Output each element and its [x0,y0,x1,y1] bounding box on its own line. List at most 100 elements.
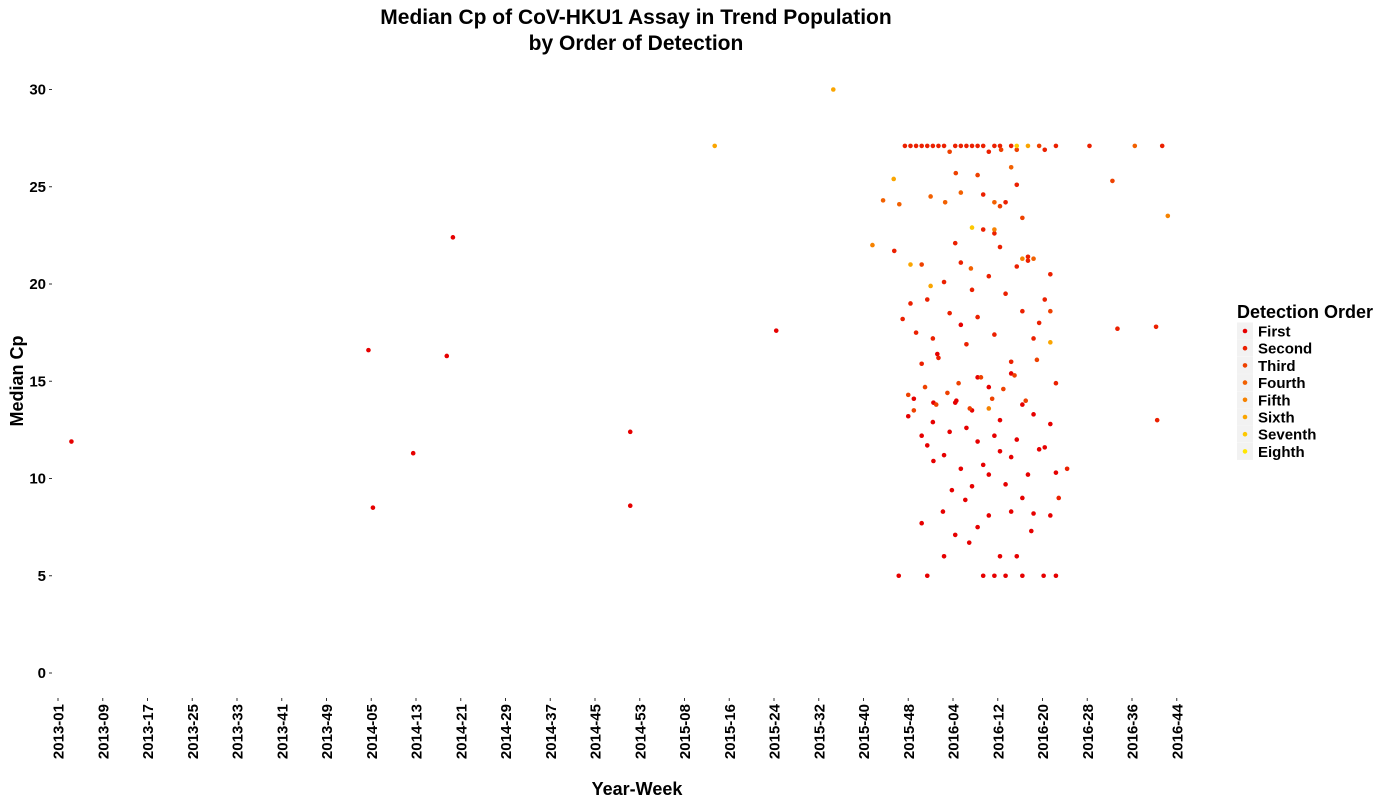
data-point [1042,147,1048,153]
x-tick-label: 2016-36 [1125,704,1142,759]
data-point [1014,143,1020,149]
data-point [1048,271,1053,277]
x-tick-label: 2013-09 [95,704,112,759]
data-point [1036,143,1042,149]
data-point [1014,182,1020,188]
data-point [986,273,992,279]
data-point [958,260,964,265]
data-point [958,143,964,149]
data-point [1003,291,1008,297]
legend-symbol [1242,431,1248,437]
x-tick-label: 2014-13 [409,704,426,759]
legend-symbol [1242,414,1248,420]
data-point [1025,143,1031,149]
legend-label: Second [1258,341,1312,358]
data-point [1053,143,1059,149]
data-point [992,433,997,439]
x-tick-label: 2016-20 [1035,704,1052,759]
y-tick-label: 5 [38,568,46,585]
data-point [1020,402,1025,407]
data-point [952,143,958,149]
legend-label: Fifth [1258,392,1290,409]
data-point [1020,573,1025,579]
data-point [930,419,936,425]
x-tick-label: 2013-01 [51,704,68,759]
data-point [1115,326,1120,332]
data-point [975,143,980,149]
y-tick-label: 0 [38,665,46,682]
data-point [830,87,836,92]
data-point [997,203,1003,209]
data-point [997,244,1003,250]
data-point [1008,359,1014,365]
x-tick-label: 2015-40 [856,704,873,759]
data-point [992,143,997,149]
data-point [941,279,947,285]
x-tick-label: 2014-29 [498,704,515,759]
data-point [980,462,986,468]
data-point [1025,472,1031,477]
data-point [1008,371,1014,376]
data-point [1031,412,1036,417]
x-axis-title: Year-Week [592,779,684,799]
legend-symbol [1242,397,1248,403]
data-point [1031,336,1036,341]
data-point [1003,573,1008,579]
data-point [919,433,924,439]
x-tick-label: 2013-33 [230,704,247,759]
x-tick-label: 2016-12 [990,704,1007,759]
data-point [891,176,897,182]
data-point [997,554,1003,559]
data-point [958,466,964,472]
data-point [880,198,886,203]
data-point [410,450,416,456]
legend-label: Eighth [1258,444,1305,461]
data-point [1025,254,1031,260]
data-point [1001,386,1006,392]
series-first [69,235,1059,579]
series-fifth [870,213,1171,411]
data-point [1008,454,1014,460]
data-point [975,439,980,444]
x-tick-label: 2015-16 [722,704,739,759]
data-point [997,143,1003,149]
data-point [992,231,997,236]
y-tick-label: 10 [29,471,46,488]
data-point [953,170,959,176]
data-point [952,532,958,538]
data-point [1048,308,1053,314]
data-point [952,400,958,405]
data-point [1159,143,1165,149]
x-tick-label: 2013-41 [274,704,291,759]
data-point [897,201,902,207]
series-sixth [712,87,1053,345]
data-point [992,200,997,205]
x-tick-label: 2016-28 [1080,704,1097,759]
data-point [949,487,955,493]
data-point [958,190,964,195]
data-point [627,429,633,435]
legend-symbol [1242,380,1248,385]
x-axis: 2013-01 2013-09 2013-17 2013-25 2013-33 2013-… [51,698,1186,759]
data-point [905,392,911,398]
data-point [919,361,924,367]
data-point [1020,215,1025,221]
data-point [1036,447,1042,452]
data-point [975,375,980,380]
data-point [908,301,913,306]
x-tick-label: 2015-32 [811,704,828,759]
data-point [992,227,997,232]
data-point [1003,482,1008,487]
data-point [980,192,986,197]
x-tick-label: 2015-48 [901,704,918,759]
data-point [928,194,933,199]
data-point [911,408,917,413]
x-tick-label: 2016-04 [946,703,963,759]
data-point [924,443,930,448]
x-tick-label: 2015-08 [677,704,694,759]
data-point [968,266,974,271]
data-point [964,341,969,347]
data-point [370,505,376,510]
data-point [1014,147,1020,153]
data-point [933,402,939,407]
